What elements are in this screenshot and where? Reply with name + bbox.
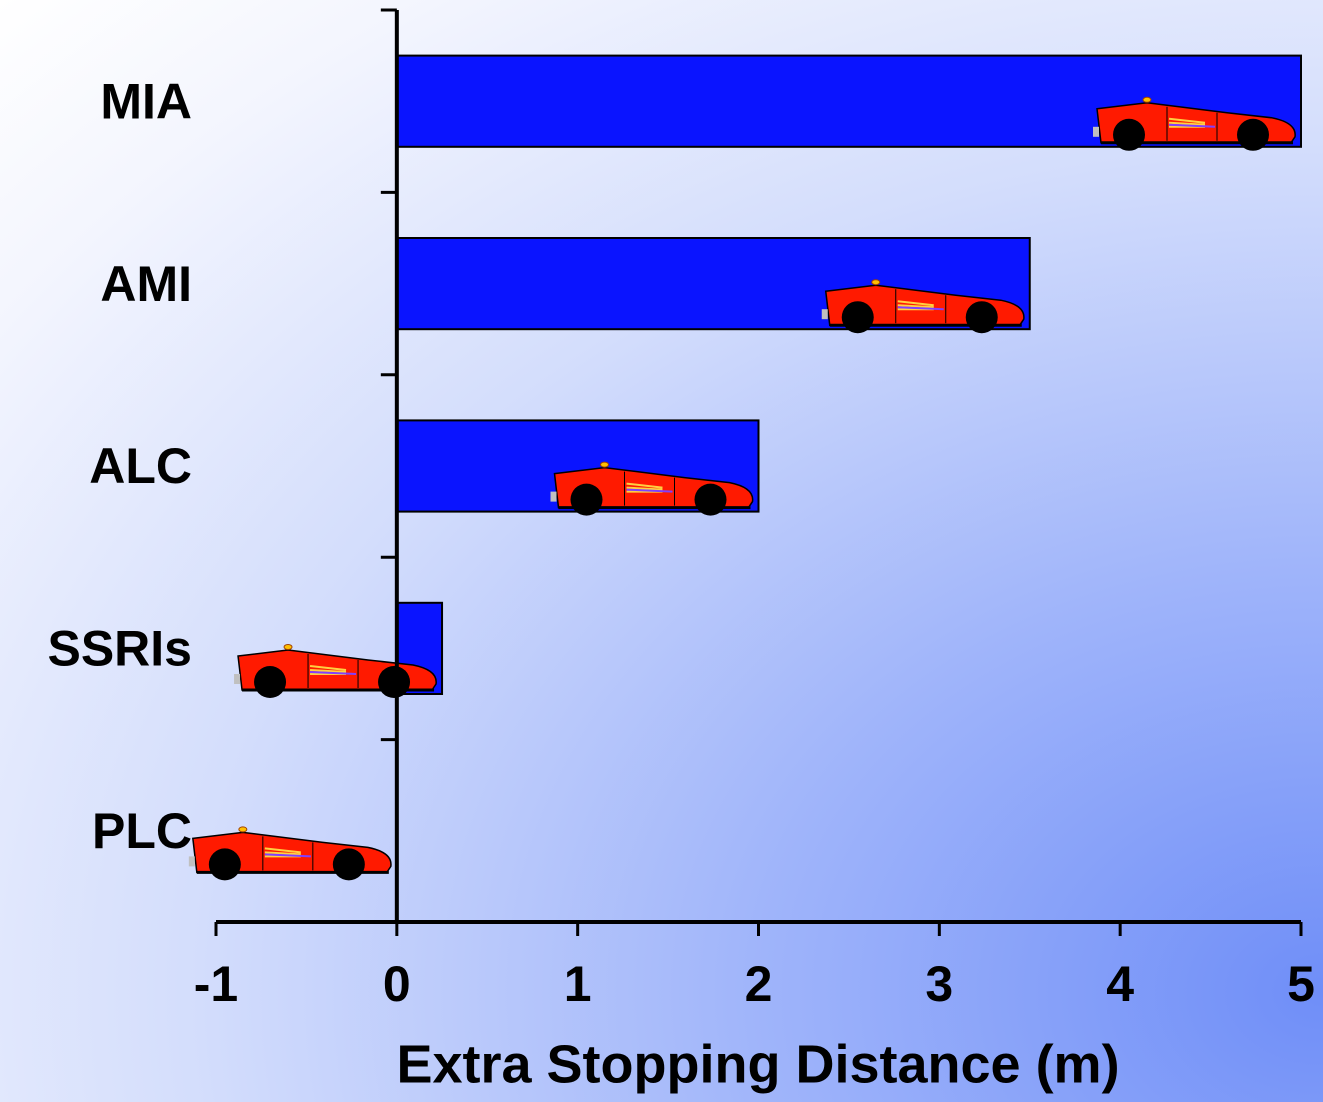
car-shape bbox=[187, 825, 393, 882]
y-tick-label: ALC bbox=[89, 438, 192, 494]
x-tick-label: 5 bbox=[1287, 956, 1315, 1012]
x-tick-label: 2 bbox=[745, 956, 773, 1012]
x-tick-label: 3 bbox=[925, 956, 953, 1012]
y-tick-label: MIA bbox=[100, 73, 192, 129]
y-tick-label: AMI bbox=[100, 256, 192, 312]
x-tick-label: 4 bbox=[1106, 956, 1134, 1012]
x-tick-label: 0 bbox=[383, 956, 411, 1012]
y-tick-label: PLC bbox=[92, 803, 192, 859]
y-tick-label: SSRIs bbox=[47, 621, 192, 677]
x-tick-label: 1 bbox=[564, 956, 592, 1012]
car-icon bbox=[187, 825, 393, 882]
x-tick-label: -1 bbox=[194, 956, 238, 1012]
x-axis-label: Extra Stopping Distance (m) bbox=[396, 1034, 1119, 1094]
